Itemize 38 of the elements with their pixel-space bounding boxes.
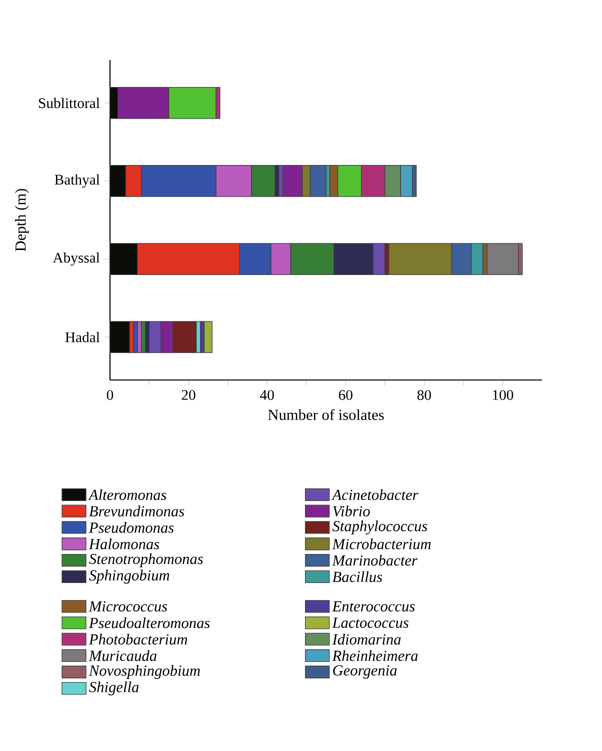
y-axis-title: Depth (m) xyxy=(14,188,29,252)
legend-label: Marinobacter xyxy=(332,554,418,566)
legend-label: Muricauda xyxy=(88,650,156,662)
legend-label: Vibrio xyxy=(333,506,370,517)
legend-label: Pseudomonas xyxy=(88,522,174,533)
legend-label: Microbacterium xyxy=(332,538,431,550)
y-tick-label: Sublittoral xyxy=(39,98,100,108)
legend-label: Georgenia xyxy=(333,665,397,679)
legend-label: Lactococcus xyxy=(332,618,408,628)
x-tick-label: 80 xyxy=(417,390,431,400)
x-axis-title: Number of isolates xyxy=(268,409,384,420)
x-tick-label: 20 xyxy=(182,390,196,400)
legend-label: Novosphingobium xyxy=(88,665,200,679)
legend-label: Sphingobium xyxy=(89,570,170,584)
legend-label: Halomonas xyxy=(88,538,160,550)
x-tick-label: 60 xyxy=(338,390,352,400)
legend-label: Rheinheimera xyxy=(332,650,418,662)
x-tick-label: 0 xyxy=(106,390,114,400)
bar xyxy=(110,321,130,354)
bar xyxy=(486,243,519,275)
legend-label: Staphylococcus xyxy=(332,520,428,534)
y-tick-label: Abyssal xyxy=(52,252,100,266)
legend-label: Shigella xyxy=(89,681,139,696)
legend-label: Bacillus xyxy=(332,571,382,582)
legend-label: Photobacterium xyxy=(88,634,188,645)
legend-label: Pseudoalteromonas xyxy=(88,617,210,628)
legend-label: Brevundimonas xyxy=(89,506,184,516)
y-tick-label: Hadal xyxy=(65,332,100,342)
legend-label: Stenotrophomonas xyxy=(89,553,203,568)
bar xyxy=(204,321,212,354)
legend-label: Idiomarina xyxy=(332,634,401,645)
legend-label: Acinetobacter xyxy=(331,489,418,500)
x-tick-label: 40 xyxy=(260,390,274,400)
legend-label: Micrococcus xyxy=(88,601,168,612)
legend-label: Enterococcus xyxy=(332,601,415,612)
x-tick-label: 100 xyxy=(493,390,514,400)
y-tick-label: Bathyal xyxy=(54,174,100,188)
legend-label: Alteromonas xyxy=(88,489,166,500)
